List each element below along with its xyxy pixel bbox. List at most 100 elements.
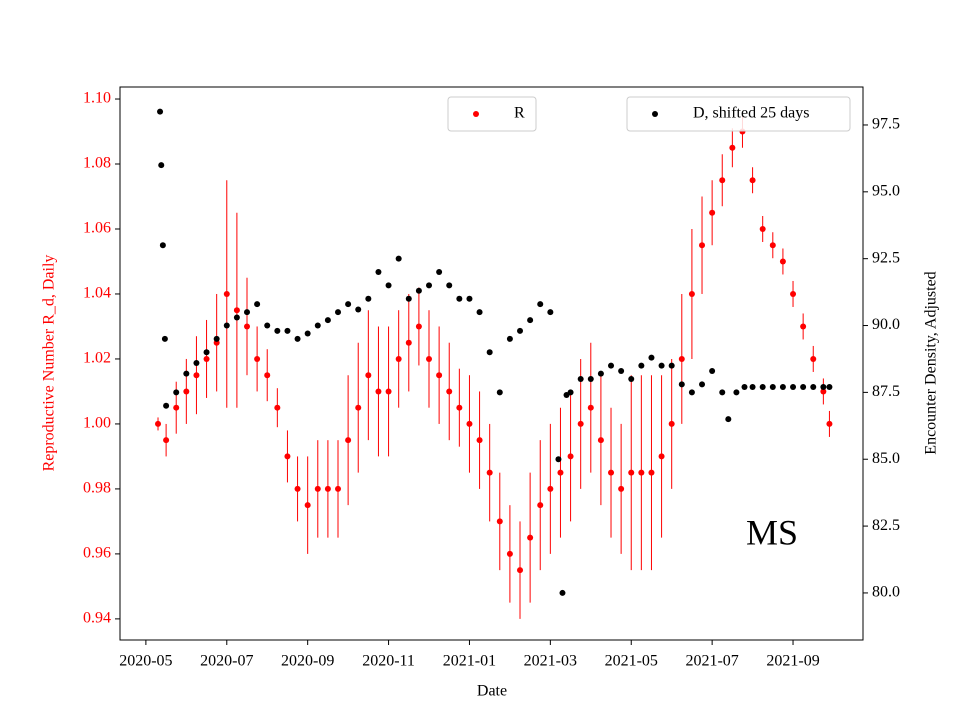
point	[790, 290, 797, 297]
point	[466, 295, 473, 302]
y2-tick-label: 87.5	[872, 383, 900, 400]
point	[628, 376, 635, 383]
point	[233, 307, 240, 314]
y-tick-label: 1.10	[83, 90, 111, 107]
point	[826, 420, 833, 427]
point	[800, 384, 807, 391]
point	[826, 384, 833, 391]
annotation: MS	[746, 512, 798, 552]
point	[527, 317, 534, 324]
point	[709, 367, 716, 374]
point	[466, 420, 473, 427]
point	[284, 453, 291, 460]
x-tick-label: 2021-01	[443, 653, 496, 670]
point	[587, 376, 594, 383]
point	[678, 381, 685, 388]
legend-box	[626, 96, 851, 132]
point	[355, 306, 362, 313]
point	[335, 309, 342, 316]
point	[725, 416, 732, 423]
point	[324, 317, 331, 324]
point	[304, 502, 311, 509]
point	[699, 381, 706, 388]
y-tick-label: 1.02	[83, 350, 111, 367]
point	[264, 322, 271, 329]
y-tick-label: 0.96	[83, 545, 111, 562]
point	[688, 389, 695, 396]
point	[193, 372, 200, 379]
point	[608, 469, 615, 476]
legend-box	[447, 96, 537, 132]
point	[436, 269, 443, 276]
point	[213, 335, 220, 342]
point	[733, 389, 740, 396]
point	[163, 437, 170, 444]
plot-frame	[119, 86, 864, 641]
point	[173, 389, 180, 396]
y-tick-label: 0.94	[83, 610, 111, 627]
point	[446, 282, 453, 289]
point	[658, 453, 665, 460]
point	[769, 242, 776, 249]
point	[559, 589, 566, 596]
y2-tick-label: 97.5	[872, 116, 900, 133]
point	[608, 362, 615, 369]
y-axis-label: Reproductive Number R_d, Daily	[41, 255, 58, 472]
point	[456, 295, 463, 302]
point	[385, 282, 392, 289]
point	[557, 469, 564, 476]
point	[415, 287, 422, 294]
point	[426, 282, 433, 289]
point	[790, 384, 797, 391]
point	[157, 108, 164, 115]
point	[223, 322, 230, 329]
point	[719, 389, 726, 396]
point	[183, 370, 190, 377]
point	[810, 355, 817, 362]
point	[274, 327, 281, 334]
y2-tick-label: 95.0	[872, 182, 900, 199]
point	[163, 402, 170, 409]
point	[436, 372, 443, 379]
point	[365, 295, 372, 302]
point	[365, 372, 372, 379]
point	[729, 144, 736, 151]
x-tick-label: 2020-11	[362, 653, 415, 670]
y-tick-label: 1.00	[83, 415, 111, 432]
point	[537, 301, 544, 308]
y2-axis-label: Encounter Density, Adjusted	[923, 271, 940, 454]
point	[638, 362, 645, 369]
point	[749, 384, 756, 391]
point	[537, 502, 544, 509]
point	[749, 177, 756, 184]
point	[699, 242, 706, 249]
point	[496, 389, 503, 396]
point	[193, 359, 200, 366]
point	[648, 469, 655, 476]
point	[618, 485, 625, 492]
point	[395, 255, 402, 262]
point	[820, 384, 827, 391]
point	[158, 162, 165, 169]
point	[567, 453, 574, 460]
point	[173, 404, 180, 411]
point	[314, 322, 321, 329]
legend-marker	[652, 111, 658, 117]
legend-label: D, shifted 25 days	[693, 105, 809, 122]
point	[741, 384, 748, 391]
point	[577, 420, 584, 427]
y-tick-label: 1.04	[83, 285, 111, 302]
point	[658, 362, 665, 369]
y2-tick-label: 85.0	[872, 450, 900, 467]
legend-marker	[473, 111, 479, 117]
y2-tick-label: 82.5	[872, 517, 900, 534]
point	[547, 485, 554, 492]
point	[183, 388, 190, 395]
point	[284, 327, 291, 334]
point	[820, 388, 827, 395]
point	[527, 534, 534, 541]
x-tick-label: 2021-09	[766, 653, 819, 670]
point	[688, 290, 695, 297]
point	[759, 225, 766, 232]
point	[638, 469, 645, 476]
